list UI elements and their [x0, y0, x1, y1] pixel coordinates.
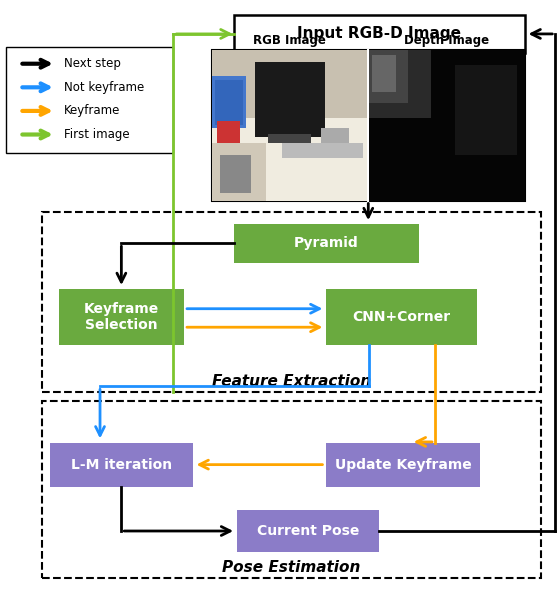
- Text: Pose Estimation: Pose Estimation: [223, 560, 360, 575]
- FancyBboxPatch shape: [237, 510, 379, 552]
- FancyBboxPatch shape: [234, 15, 525, 53]
- Text: Keyframe: Keyframe: [64, 104, 121, 117]
- Text: Current Pose: Current Pose: [257, 524, 359, 538]
- FancyBboxPatch shape: [326, 442, 480, 487]
- Text: Not keyframe: Not keyframe: [64, 81, 145, 94]
- Text: Pyramid: Pyramid: [294, 237, 359, 250]
- FancyBboxPatch shape: [50, 442, 193, 487]
- Text: Update Keyframe: Update Keyframe: [335, 458, 472, 471]
- Text: Feature Extraction: Feature Extraction: [212, 374, 371, 389]
- FancyBboxPatch shape: [326, 289, 477, 345]
- FancyBboxPatch shape: [6, 47, 173, 153]
- FancyBboxPatch shape: [59, 289, 184, 345]
- FancyBboxPatch shape: [212, 50, 525, 201]
- Text: CNN+Corner: CNN+Corner: [353, 310, 451, 324]
- FancyBboxPatch shape: [234, 224, 418, 263]
- Text: Next step: Next step: [64, 57, 121, 70]
- Text: First image: First image: [64, 128, 130, 141]
- Text: Keyframe
Selection: Keyframe Selection: [84, 302, 159, 332]
- Text: Input RGB-D Image: Input RGB-D Image: [297, 27, 461, 41]
- Text: L-M iteration: L-M iteration: [71, 458, 172, 471]
